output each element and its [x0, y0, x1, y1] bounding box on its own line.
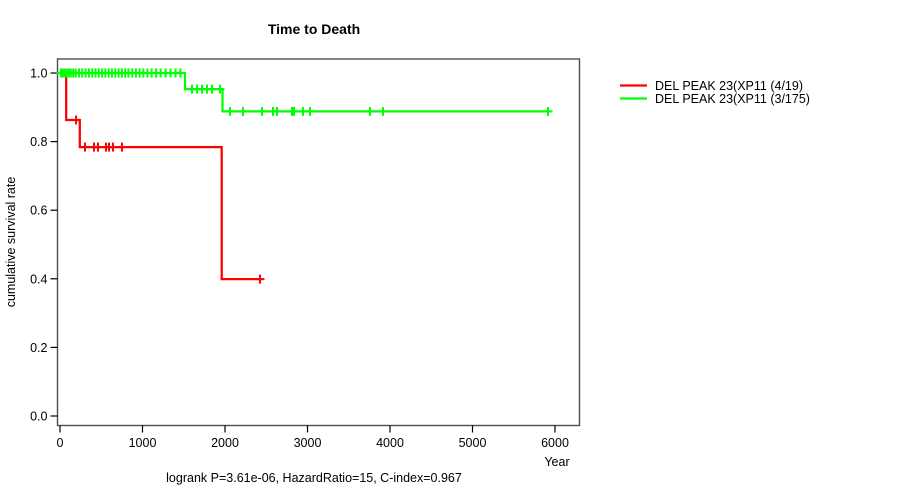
legend-item-label: DEL PEAK 23(XP11 (4/19) [655, 79, 803, 93]
y-tick-label: 0.8 [30, 135, 47, 149]
stats-annotation: logrank P=3.61e-06, HazardRatio=15, C-in… [166, 471, 462, 485]
plot-box [56, 58, 581, 427]
survival-curve [60, 71, 550, 113]
x-tick-label: 6000 [541, 436, 569, 450]
chart-title: Time to Death [268, 21, 360, 37]
y-tick-label: 0.4 [30, 272, 47, 286]
y-tick-label: 0.0 [30, 410, 47, 424]
x-tick-label: 5000 [459, 436, 487, 450]
x-axis-label: Year [544, 455, 569, 469]
y-axis-label: cumulative survival rate [4, 177, 18, 308]
x-tick-label: 4000 [376, 436, 404, 450]
x-tick-label: 0 [57, 436, 64, 450]
y-tick-label: 0.6 [30, 204, 47, 218]
legend: DEL PEAK 23(XP11 (4/19) DEL PEAK 23(XP11… [620, 79, 810, 106]
y-tick-label: 1.0 [30, 67, 47, 81]
plot-area: 0 1000 2000 3000 4000 5000 6000 0.0 0.2 0.4 0.6 0.8… [30, 58, 581, 450]
x-tick-label: 1000 [129, 436, 157, 450]
y-tick-label: 0.2 [30, 341, 47, 355]
legend-item-label: DEL PEAK 23(XP11 (3/175) [655, 92, 810, 106]
survival-curve [60, 71, 262, 281]
x-tick-label: 3000 [294, 436, 322, 450]
x-tick-label: 2000 [211, 436, 239, 450]
